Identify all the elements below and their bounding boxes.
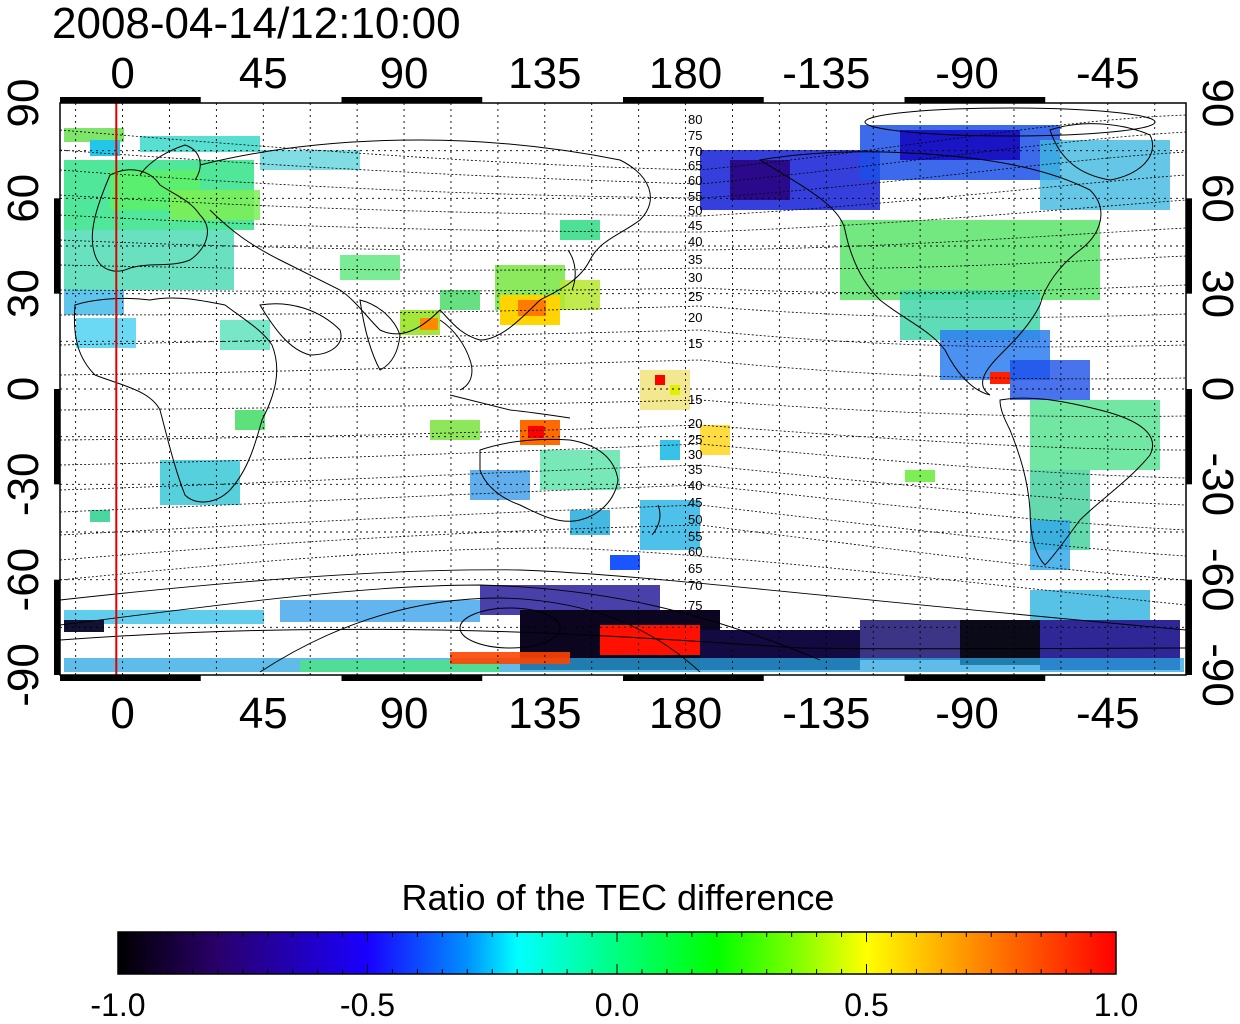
contour-label: 45 (688, 218, 702, 233)
contour-label: 65 (688, 158, 702, 173)
contour-label: 65 (688, 561, 702, 576)
colorbar-labels: -1.0 -0.5 0.0 0.5 1.0 (90, 987, 1138, 1023)
contour-label: 15 (688, 392, 702, 407)
contour-label: 50 (688, 512, 702, 527)
colorbar-label: -0.5 (340, 987, 395, 1023)
figure-title: 2008-04-14/12:10:00 (52, 0, 461, 48)
colorbar-label: 0.0 (595, 987, 639, 1023)
x-tick-top: -135 (782, 49, 870, 98)
y-tick-left: 90 (0, 79, 48, 128)
y-tick-right: -30 (1193, 453, 1240, 517)
axis-bar-bottom (904, 675, 1046, 681)
axis-bars (54, 97, 1192, 681)
y-tick-left: -30 (0, 453, 48, 517)
colorbar-label: 1.0 (1094, 987, 1138, 1023)
contour-label: 60 (688, 173, 702, 188)
axis-bar-left (54, 579, 60, 675)
axis-bar-right (1186, 389, 1192, 485)
y-tick-right: 90 (1193, 79, 1240, 128)
contour-label: 60 (688, 544, 702, 559)
axis-bar-top (904, 97, 1046, 103)
contour-label: 75 (688, 598, 702, 613)
x-axis-bottom-labels: 0 45 90 135 180 -135 -90 -45 (110, 689, 1139, 738)
y-tick-right: -60 (1193, 548, 1240, 612)
colorbar-label: 0.5 (844, 987, 888, 1023)
y-axis-right-labels: 90 60 30 0 -30 -60 -90 (1193, 79, 1240, 707)
contour-label: 55 (688, 529, 702, 544)
axis-bar-left (54, 389, 60, 485)
x-tick-top: -90 (935, 49, 999, 98)
contour-label: 20 (688, 416, 702, 431)
axis-bar-left (54, 198, 60, 294)
y-tick-right: 60 (1193, 174, 1240, 223)
contour-label: 80 (688, 112, 702, 127)
axis-bar-top (623, 97, 764, 103)
contour-label: 15 (688, 336, 702, 351)
y-tick-left: 0 (0, 377, 48, 401)
colorbar-title: Ratio of the TEC difference (402, 877, 835, 918)
axis-bar-bottom (623, 675, 764, 681)
contour-label: 45 (688, 495, 702, 510)
y-tick-left: 60 (0, 174, 48, 223)
axis-bar-right (1186, 198, 1192, 294)
y-tick-right: 30 (1193, 269, 1240, 318)
magnetic-contours (60, 107, 1186, 673)
contour-label: 75 (688, 128, 702, 143)
colorbar-ticks (117, 932, 1117, 974)
contour-label: 25 (688, 289, 702, 304)
contour-label: 40 (688, 234, 702, 249)
axis-bar-right (1186, 579, 1192, 675)
x-tick-bottom: -45 (1076, 689, 1140, 738)
x-tick-top: -45 (1076, 49, 1140, 98)
contour-label: 35 (688, 252, 702, 267)
contour-label: 25 (688, 432, 702, 447)
y-tick-left: -90 (0, 643, 48, 707)
y-tick-right: -90 (1193, 643, 1240, 707)
x-tick-bottom: 45 (239, 689, 288, 738)
contour-label: 20 (688, 310, 702, 325)
y-tick-left: 30 (0, 269, 48, 318)
colorbar-label: -1.0 (90, 987, 145, 1023)
contour-label: 70 (688, 144, 702, 159)
contour-label: 30 (688, 447, 702, 462)
y-tick-right: 0 (1193, 377, 1240, 401)
axis-bar-top (341, 97, 483, 103)
contour-label: 35 (688, 462, 702, 477)
x-tick-top: 135 (508, 49, 581, 98)
contour-label: 55 (688, 189, 702, 204)
contour-label: 70 (688, 578, 702, 593)
contour-label: 50 (688, 203, 702, 218)
x-tick-top: 45 (239, 49, 288, 98)
contour-label: 40 (688, 478, 702, 493)
contour-label: 30 (688, 270, 702, 285)
x-tick-top: 90 (380, 49, 429, 98)
x-tick-bottom: -135 (782, 689, 870, 738)
x-tick-top: 0 (110, 49, 134, 98)
x-tick-bottom: 90 (380, 689, 429, 738)
x-tick-bottom: 0 (110, 689, 134, 738)
y-axis-left-labels: 90 60 30 0 -30 -60 -90 (0, 79, 48, 707)
axis-bar-bottom (341, 675, 483, 681)
x-tick-bottom: 180 (649, 689, 722, 738)
x-tick-bottom: 135 (508, 689, 581, 738)
y-tick-left: -60 (0, 548, 48, 612)
dotted-grid (60, 103, 1186, 675)
x-axis-top-labels: 0 45 90 135 180 -135 -90 -45 (110, 49, 1139, 98)
coastlines (60, 123, 1186, 650)
x-tick-top: 180 (649, 49, 722, 98)
axis-bar-top (60, 97, 201, 103)
x-tick-bottom: -90 (935, 689, 999, 738)
axis-bar-bottom (60, 675, 201, 681)
